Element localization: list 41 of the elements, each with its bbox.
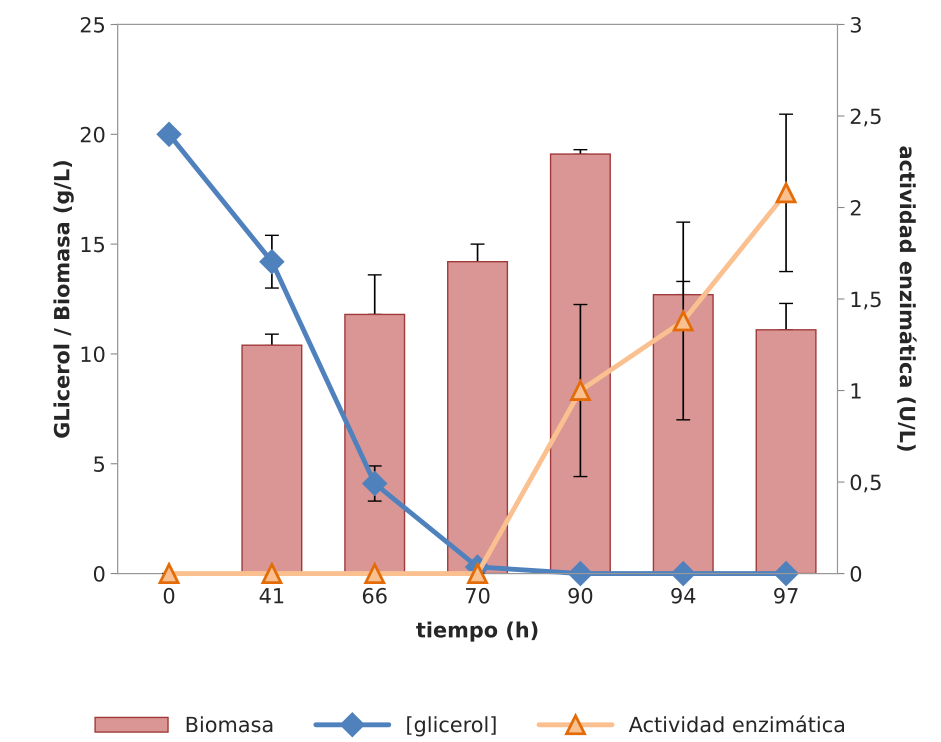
y2-tick-label: 2	[850, 200, 860, 216]
point	[362, 471, 387, 496]
point	[158, 563, 180, 584]
point	[774, 561, 798, 586]
point	[570, 380, 591, 401]
point	[261, 563, 282, 584]
y-tick-label: 15	[82, 236, 104, 252]
x-tick-label: 66	[362, 588, 387, 604]
y-tick-label: 20	[80, 126, 104, 143]
point	[568, 561, 593, 586]
point	[672, 310, 694, 332]
x-tick-label: 90	[568, 588, 592, 604]
x-tick-label: 41	[260, 588, 284, 604]
y-tick-label: 10	[82, 346, 104, 362]
point	[156, 122, 182, 146]
x-tick-label: 70	[466, 588, 490, 604]
y2-axis-title: actividad enzimática (U/L)	[897, 146, 917, 451]
y-tick-label: 0	[94, 566, 104, 582]
x-axis-title: tiempo (h)	[416, 622, 538, 642]
x-tick-label: 94	[671, 588, 696, 604]
y2-tick-label: 1	[852, 383, 861, 398]
y2-tick-label: 3	[850, 16, 861, 33]
bar	[756, 329, 817, 574]
y2-tick-label: 1,5	[852, 292, 881, 310]
point	[364, 563, 386, 584]
point	[467, 563, 488, 584]
y2-tick-label: 0,5	[850, 474, 881, 492]
y-tick-label: 5	[94, 456, 104, 472]
x-tick-label: 97	[774, 588, 798, 604]
bar	[447, 260, 508, 574]
y-tick-label: 25	[80, 16, 104, 33]
y2-tick-label: 2,5	[850, 108, 881, 126]
point	[776, 182, 796, 204]
legend-label: [glicerol]	[407, 716, 496, 736]
y2-tick-label: 0	[850, 566, 862, 582]
legend-label: Actividad enzimática	[628, 715, 844, 732]
point	[671, 561, 696, 586]
y-axis-title: GLicerol / Biomasa (g/L)	[53, 161, 74, 438]
x-tick-label: 0	[164, 588, 174, 604]
point	[260, 249, 284, 274]
legend-label: Biomasa	[186, 716, 272, 732]
